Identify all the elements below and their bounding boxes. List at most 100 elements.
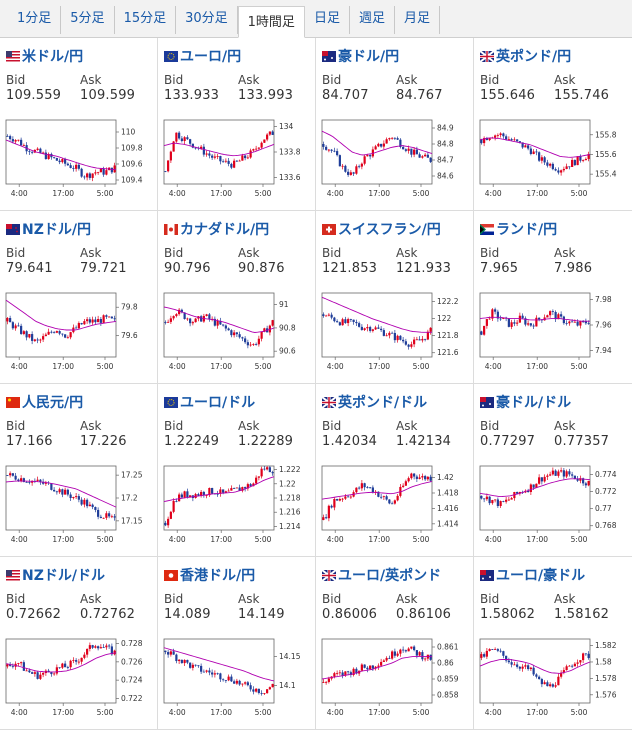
pair-name[interactable]: ランド/円: [496, 222, 558, 238]
candle-body: [483, 325, 486, 335]
price-chart[interactable]: 1.582 1.58 1.578 1.576 4:00 17:00 5:00: [478, 637, 628, 717]
candle-body: [341, 498, 344, 500]
price-chart[interactable]: 91 90.8 90.6 4:00 17:00 5:00: [162, 291, 312, 371]
rate-card[interactable]: 英ポンド/円 Bid Ask 155.646 155.746 155.8 155.6 155.…: [474, 38, 632, 211]
price-chart[interactable]: 0.861 0.86 0.859 0.858 4:00 17:00 5:00: [320, 637, 470, 717]
candle-body: [336, 151, 339, 156]
pair-title[interactable]: スイスフラン/円: [322, 219, 441, 239]
rate-card[interactable]: ユーロ/英ポンド Bid Ask 0.86006 0.86106 0.861 0.86 0.8…: [316, 557, 474, 730]
pair-title[interactable]: 英ポンド/ドル: [322, 392, 427, 412]
tab-1[interactable]: 1分足: [8, 6, 62, 34]
candle-body: [382, 330, 385, 336]
rate-card[interactable]: 豪ドル/ドル Bid Ask 0.77297 0.77357 0.774 0.772 0.77…: [474, 384, 632, 557]
pair-title[interactable]: 人民元/円: [6, 392, 83, 412]
candle-body: [14, 475, 17, 480]
rate-card[interactable]: 英ポンド/ドル Bid Ask 1.42034 1.42134 1.42 1.418 1.41…: [316, 384, 474, 557]
candle-body: [380, 496, 383, 498]
pair-name[interactable]: 米ドル/円: [22, 49, 84, 65]
rate-card[interactable]: NZドル/円 Bid Ask 79.641 79.721 79.8 79.6 4:00 17:0…: [0, 211, 158, 384]
tab-3[interactable]: 15分足: [115, 6, 177, 34]
tab-6[interactable]: 日足: [305, 6, 350, 34]
tab-7[interactable]: 週足: [350, 6, 395, 34]
pair-title[interactable]: ユーロ/ドル: [164, 392, 255, 412]
pair-name[interactable]: スイスフラン/円: [338, 222, 441, 238]
rate-card[interactable]: 人民元/円 Bid Ask 17.166 17.226 17.25 17.2 17.15 4:0…: [0, 384, 158, 557]
candle-body: [194, 318, 197, 323]
pair-title[interactable]: 米ドル/円: [6, 46, 83, 66]
candle-body: [413, 473, 416, 477]
candle-body: [551, 684, 554, 687]
candle-body: [216, 156, 219, 157]
candle-body: [227, 676, 230, 681]
candle-body: [426, 154, 429, 158]
candle-body: [194, 147, 197, 149]
candle-body: [429, 476, 432, 481]
pair-name[interactable]: NZドル/ドル: [22, 568, 105, 584]
price-chart[interactable]: 134 133.8 133.6 4:00 17:00 5:00: [162, 118, 312, 198]
candle-body: [31, 151, 34, 153]
tab-8[interactable]: 月足: [395, 6, 440, 34]
rate-card[interactable]: 香港ドル/円 Bid Ask 14.089 14.149 14.15 14.1 4:00 17:…: [158, 557, 316, 730]
moving-average-line: [5, 299, 117, 331]
price-chart[interactable]: 1.222 1.22 1.218 1.216 1.214 4:00 17:00 5:00: [162, 464, 312, 544]
rate-card[interactable]: NZドル/ドル Bid Ask 0.72662 0.72762 0.728 0.726 0.7…: [0, 557, 158, 730]
pair-name[interactable]: 香港ドル/円: [180, 568, 256, 584]
price-chart[interactable]: 79.8 79.6 4:00 17:00 5:00: [4, 291, 154, 371]
pair-title[interactable]: ユーロ/円: [164, 46, 241, 66]
bid-label: Bid: [6, 73, 26, 87]
price-chart[interactable]: 110 109.8 109.6 109.4 4:00 17:00 5:00: [4, 118, 154, 198]
price-chart[interactable]: 1.42 1.418 1.416 1.414 4:00 17:00 5:00: [320, 464, 470, 544]
pair-name[interactable]: 英ポンド/ドル: [338, 395, 428, 411]
rate-card[interactable]: ユーロ/ドル Bid Ask 1.22249 1.22289 1.222 1.22 1.218…: [158, 384, 316, 557]
rate-card[interactable]: ランド/円 Bid Ask 7.965 7.986 7.98 7.96 7.94 4:00 17:…: [474, 211, 632, 384]
candle-body: [6, 475, 9, 476]
tab-5[interactable]: 1時間足: [237, 6, 305, 38]
candle-body: [224, 491, 227, 493]
pair-title[interactable]: ユーロ/英ポンド: [322, 565, 441, 585]
pair-name[interactable]: ユーロ/英ポンド: [338, 568, 442, 584]
pair-title[interactable]: ユーロ/豪ドル: [480, 565, 585, 585]
pair-name[interactable]: 人民元/円: [22, 395, 84, 411]
pair-title[interactable]: ランド/円: [480, 219, 557, 239]
pair-name[interactable]: 豪ドル/ドル: [496, 395, 572, 411]
price-chart[interactable]: 17.25 17.2 17.15 4:00 17:00 5:00: [4, 464, 154, 544]
pair-name[interactable]: ユーロ/豪ドル: [496, 568, 586, 584]
pair-title[interactable]: 豪ドル/ドル: [480, 392, 571, 412]
y-tick-label: 84.8: [437, 140, 454, 149]
price-chart[interactable]: 14.15 14.1 4:00 17:00 5:00: [162, 637, 312, 717]
rate-card[interactable]: 豪ドル/円 Bid Ask 84.707 84.767 84.9 84.8 84.7 84.6 4…: [316, 38, 474, 211]
candle-body: [524, 318, 527, 325]
price-chart[interactable]: 155.8 155.6 155.4 4:00 17:00 5:00: [478, 118, 628, 198]
y-tick-label: 155.8: [595, 130, 617, 139]
tab-2[interactable]: 5分足: [61, 6, 115, 34]
tab-4[interactable]: 30分足: [176, 6, 238, 34]
price-chart[interactable]: 7.98 7.96 7.94 4:00 17:00 5:00: [478, 291, 628, 371]
pair-name[interactable]: NZドル/円: [22, 222, 91, 238]
rate-card[interactable]: スイスフラン/円 Bid Ask 121.853 121.933 122.2 122 121.…: [316, 211, 474, 384]
candle-body: [97, 646, 100, 649]
pair-title[interactable]: 英ポンド/円: [480, 46, 571, 66]
rate-card[interactable]: ユーロ/円 Bid Ask 133.933 133.993 134 133.8 133.6 4:…: [158, 38, 316, 211]
price-chart[interactable]: 0.728 0.726 0.724 0.722 4:00 17:00 5:00: [4, 637, 154, 717]
pair-name[interactable]: 豪ドル/円: [338, 49, 400, 65]
rate-card[interactable]: ユーロ/豪ドル Bid Ask 1.58062 1.58162 1.582 1.58 1.57…: [474, 557, 632, 730]
price-chart[interactable]: 0.774 0.772 0.77 0.768 4:00 17:00 5:00: [478, 464, 628, 544]
pair-name[interactable]: カナダドル/円: [180, 222, 270, 238]
price-chart[interactable]: 122.2 122 121.8 121.6 4:00 17:00 5:00: [320, 291, 470, 371]
price-chart[interactable]: 84.9 84.8 84.7 84.6 4:00 17:00 5:00: [320, 118, 470, 198]
rate-card[interactable]: カナダドル/円 Bid Ask 90.796 90.876 91 90.8 90.6 4:00 1…: [158, 211, 316, 384]
chart-svg: 122.2 122 121.8 121.6 4:00 17:00 5:00: [321, 292, 459, 371]
pair-title[interactable]: NZドル/ドル: [6, 565, 105, 585]
pair-name[interactable]: ユーロ/円: [180, 49, 242, 65]
x-tick-label: 5:00: [413, 362, 430, 371]
candle-body: [197, 665, 200, 667]
candle-body: [113, 516, 116, 518]
pair-name[interactable]: 英ポンド/円: [496, 49, 572, 65]
pair-title[interactable]: 豪ドル/円: [322, 46, 399, 66]
pair-title[interactable]: カナダドル/円: [164, 219, 269, 239]
pair-title[interactable]: 香港ドル/円: [164, 565, 255, 585]
pair-title[interactable]: NZドル/円: [6, 219, 91, 239]
pair-name[interactable]: ユーロ/ドル: [180, 395, 256, 411]
candle-body: [502, 651, 505, 656]
rate-card[interactable]: 米ドル/円 Bid Ask 109.559 109.599 110 109.8 109.6 10…: [0, 38, 158, 211]
